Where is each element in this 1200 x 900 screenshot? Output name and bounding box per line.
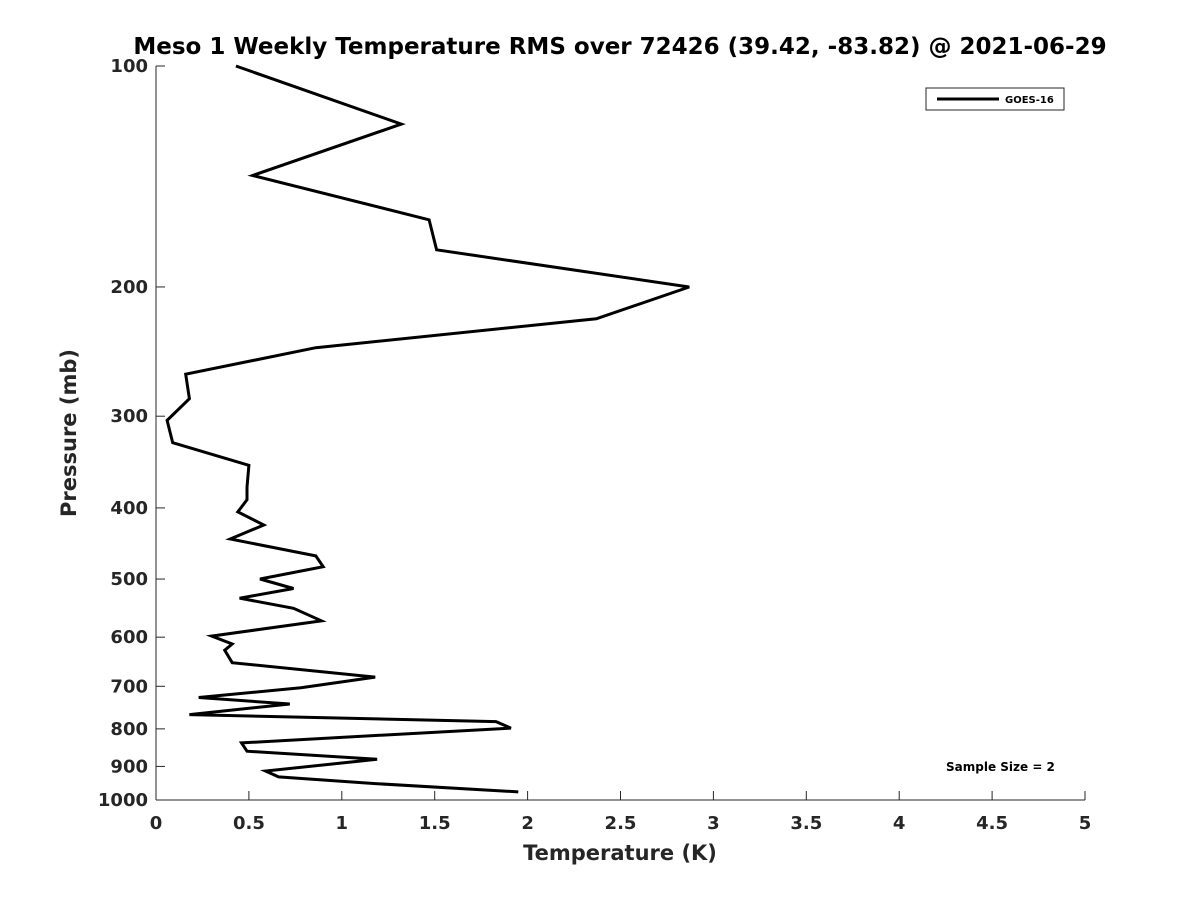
y-axis-label: Pressure (mb) [57, 349, 81, 517]
y-tick-label: 1000 [98, 790, 148, 811]
x-tick-label: 0 [150, 813, 163, 834]
x-tick-label: 4.5 [976, 813, 1008, 834]
y-tick-label: 500 [110, 569, 148, 590]
x-axis-label: Temperature (K) [523, 841, 717, 865]
x-tick-label: 2 [521, 813, 534, 834]
x-tick-label: 0.5 [233, 813, 265, 834]
x-tick-label: 1.5 [419, 813, 451, 834]
x-tick-label: 4 [893, 813, 906, 834]
y-tick-label: 400 [110, 498, 148, 519]
y-tick-label: 800 [110, 719, 148, 740]
y-tick-label: 600 [110, 627, 148, 648]
x-tick-label: 5 [1079, 813, 1092, 834]
y-tick-label: 300 [110, 406, 148, 427]
y-axis-ticks: 100 200 300 400 500 600 700 800 900 1000 [98, 56, 165, 811]
sample-size-annotation: Sample Size = 2 [946, 760, 1055, 774]
x-axis-ticks: 0 0.5 1 1.5 2 2.5 3 3.5 4 4.5 5 [150, 791, 1092, 834]
y-tick-label: 200 [110, 277, 148, 298]
series-layer [165, 64, 690, 794]
x-tick-label: 3.5 [790, 813, 822, 834]
x-tick-label: 1 [336, 813, 349, 834]
chart-title: Meso 1 Weekly Temperature RMS over 72426… [133, 34, 1106, 60]
y-tick-label: 700 [110, 676, 148, 697]
series-line-goes-16 [165, 64, 690, 794]
legend: GOES-16 [925, 87, 1065, 111]
x-tick-label: 3 [707, 813, 720, 834]
legend-label-goes-16: GOES-16 [1005, 95, 1054, 106]
x-tick-label: 2.5 [605, 813, 637, 834]
y-tick-label: 900 [110, 756, 148, 777]
y-tick-label: 100 [110, 56, 148, 77]
